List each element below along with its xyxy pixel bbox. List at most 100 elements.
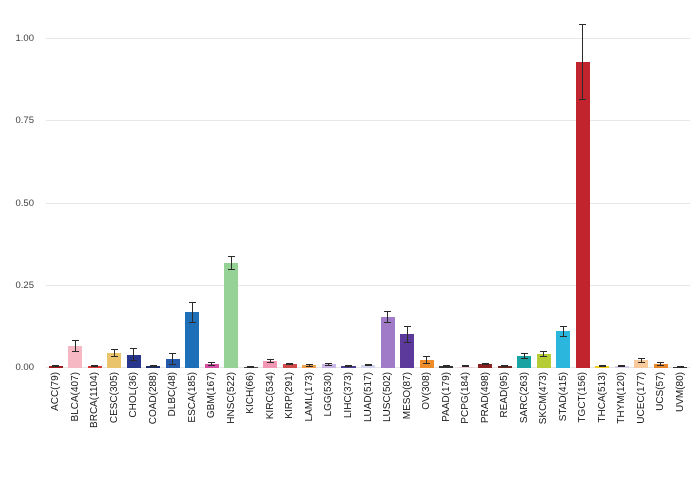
x-label-slot: PCPG(184) [456, 372, 476, 478]
x-label-slot: GBM(167) [202, 372, 222, 478]
y-tick-label: 0.00 [15, 362, 35, 373]
bar-slot [456, 12, 476, 368]
error-bar-line [308, 365, 310, 366]
error-bar [227, 255, 235, 270]
error-bar [598, 365, 606, 368]
x-tick-label: ACC(79) [50, 372, 62, 411]
bar-slot [671, 12, 691, 368]
error-bar-line [640, 358, 642, 362]
bar-slot [612, 12, 632, 368]
x-tick-label: COAD(288) [147, 372, 159, 425]
error-bar-line [113, 349, 115, 356]
x-label-slot: TGCT(156) [573, 372, 593, 478]
x-label-slot: UCEC(177) [631, 372, 651, 478]
error-bar-line [484, 363, 486, 365]
x-tick-label: UCEC(177) [635, 372, 647, 424]
error-bar [637, 357, 645, 363]
bar-sarc-263- [517, 356, 532, 368]
x-tick-label: UVM(80) [674, 372, 686, 413]
x-label-slot: PRAD(498) [475, 372, 495, 478]
error-bar [676, 365, 684, 368]
error-bar [110, 348, 118, 357]
bars-container [46, 12, 690, 368]
bar-read-95- [497, 366, 512, 368]
bar-paad-179- [439, 366, 454, 368]
x-tick-label: CHOL(36) [128, 372, 140, 418]
x-label-slot: MESO(87) [397, 372, 417, 478]
bar-stad-415- [556, 331, 571, 368]
bar-slot [514, 12, 534, 368]
error-bar-line [191, 302, 193, 322]
error-bar [305, 364, 313, 367]
error-bar [169, 353, 177, 366]
error-bar [208, 362, 216, 366]
bar-hnsc-522- [224, 262, 239, 368]
x-tick-label: PAAD(179) [440, 372, 452, 422]
x-label-slot: UCS(57) [651, 372, 671, 478]
error-bar [657, 362, 665, 367]
x-tick-label: DLBC(48) [167, 372, 179, 417]
error-bar-line [328, 364, 330, 365]
error-bar-line [133, 349, 135, 361]
bar-slot [163, 12, 183, 368]
bar-pcpg-184- [458, 366, 473, 368]
x-label-slot: KICH(66) [241, 372, 261, 478]
x-tick-label: CESC(305) [108, 372, 120, 424]
gridline [46, 202, 690, 204]
x-label-slot: LAML(173) [300, 372, 320, 478]
error-bar [442, 365, 450, 368]
error-bar [559, 326, 567, 337]
error-bar [481, 362, 489, 366]
bar-slot [417, 12, 437, 368]
error-bar [403, 325, 411, 343]
error-bar [130, 348, 138, 362]
x-label-slot: THYM(120) [612, 372, 632, 478]
error-bar [423, 355, 431, 365]
bar-brca-1104- [87, 366, 102, 368]
x-label-slot: SARC(263) [514, 372, 534, 478]
bar-slot [631, 12, 651, 368]
y-tick-label: 1.00 [15, 33, 35, 44]
bar-luad-517- [360, 365, 376, 368]
error-bar-line [387, 312, 389, 323]
x-label-slot: STAD(415) [553, 372, 573, 478]
y-axis-tick-labels: 0.00 0.25 0.50 0.75 1.00 [0, 12, 40, 373]
x-tick-label: KICH(66) [245, 372, 257, 414]
error-bar [462, 365, 470, 368]
bar-esca-185- [185, 312, 200, 368]
x-tick-label: STAD(415) [557, 372, 569, 422]
x-label-slot: BLCA(407) [66, 372, 86, 478]
bar-ucs-57- [653, 364, 668, 368]
error-bar [266, 359, 274, 364]
bar-slot [378, 12, 398, 368]
bar-slot [573, 12, 593, 368]
error-bar-line [74, 341, 76, 352]
y-tick-label: 0.75 [15, 115, 35, 127]
error-bar [91, 364, 99, 367]
error-bar [325, 363, 333, 366]
x-tick-label: LUSC(502) [382, 372, 394, 423]
bar-lihc-373- [341, 366, 356, 368]
error-bar [286, 362, 294, 366]
error-bar [52, 365, 60, 368]
x-label-slot: KIRP(291) [280, 372, 300, 478]
gridline [46, 284, 690, 286]
x-label-slot: COAD(288) [144, 372, 164, 478]
error-bar [384, 311, 392, 324]
error-bar [247, 365, 255, 368]
error-bar-line [230, 256, 232, 269]
bar-slot [319, 12, 339, 368]
error-bar-line [582, 25, 584, 99]
bar-thym-120- [614, 366, 629, 368]
x-tick-label: SKCM(473) [538, 372, 550, 425]
x-tick-label: BRCA(1104) [89, 372, 101, 428]
bar-kirp-291- [282, 364, 297, 368]
error-bar [540, 350, 548, 358]
x-label-slot: READ(95) [495, 372, 515, 478]
x-label-slot: CESC(305) [105, 372, 125, 478]
bar-slot [553, 12, 573, 368]
error-bar [501, 365, 509, 368]
x-tick-label: SARC(263) [518, 372, 530, 424]
bar-slot [475, 12, 495, 368]
